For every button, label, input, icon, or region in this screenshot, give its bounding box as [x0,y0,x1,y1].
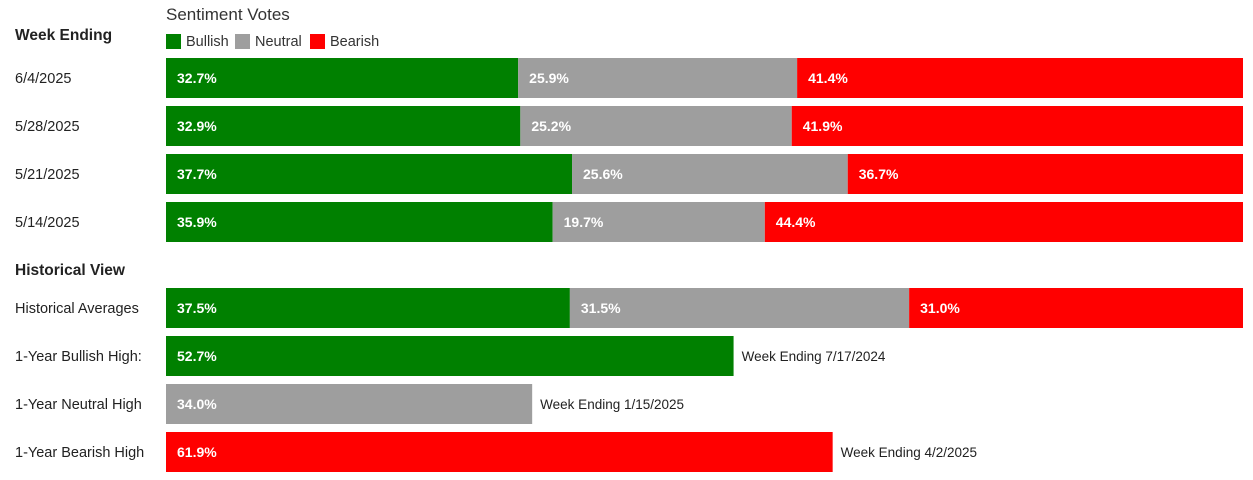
high-row-neutral-label: 1-Year Neutral High [15,397,142,413]
week-row-2-value-bearish: 36.7% [859,166,899,182]
historical-averages-value-neutral: 31.5% [581,300,621,316]
week-row-1-value-neutral: 25.2% [531,118,571,134]
high-row-neutral-note: Week Ending 1/15/2025 [540,397,684,412]
historical-averages-value-bearish: 31.0% [920,300,960,316]
historical-averages-bar-bullish [166,288,570,328]
week-row-3-label: 5/14/2025 [15,215,80,231]
week-row-3-value-bearish: 44.4% [776,214,816,230]
high-row-bullish-note: Week Ending 7/17/2024 [742,349,886,364]
legend-label-bearish: Bearish [330,34,379,50]
legend-label-neutral: Neutral [255,34,302,50]
high-row-bearish-note: Week Ending 4/2/2025 [841,445,977,460]
legend-title: Sentiment Votes [166,5,290,24]
historical-averages-bar-neutral [569,288,910,328]
legend-label-bullish: Bullish [186,34,229,50]
week-row-0-bar-bearish [797,58,1243,98]
historical-averages-label: Historical Averages [15,301,139,317]
bars-group: 6/4/2025 32.7% 25.9% 41.4% 5/28/2025 32.9% 25.… [15,58,1243,472]
high-row-bullish-value: 52.7% [177,348,217,364]
high-row-bearish-label: 1-Year Bearish High [15,445,144,461]
week-row-2-bar-bullish [166,154,573,194]
legend-swatch-neutral [235,34,250,49]
week-row-0-value-neutral: 25.9% [529,70,569,86]
high-row-neutral-value: 34.0% [177,396,217,412]
historical-averages-bar-bearish [909,288,1243,328]
high-row-bearish-bar [166,432,833,472]
week-row-1-value-bullish: 32.9% [177,118,217,134]
week-row-0-bar-bullish [166,58,519,98]
week-row-0-value-bullish: 32.7% [177,70,217,86]
high-row-neutral-bar [166,384,533,424]
high-row-bullish-label: 1-Year Bullish High: [15,349,142,365]
historical-view-heading: Historical View [15,262,126,279]
week-row-1-bar-bearish [791,106,1243,146]
week-row-0-value-bearish: 41.4% [808,70,848,86]
week-row-2-bar-bearish [847,154,1243,194]
week-row-0-bar-neutral [518,58,798,98]
week-row-1-bar-neutral [520,106,792,146]
legend-swatch-bearish [310,34,325,49]
week-row-3-bar-neutral [552,202,765,242]
week-row-2-value-bullish: 37.7% [177,166,217,182]
historical-averages-value-bullish: 37.5% [177,300,217,316]
week-row-1-bar-bullish [166,106,521,146]
week-row-2-value-neutral: 25.6% [583,166,623,182]
high-row-bullish-bar [166,336,734,376]
week-row-3-bar-bullish [166,202,553,242]
legend-swatch-bullish [166,34,181,49]
high-row-bearish-value: 61.9% [177,444,217,460]
week-row-2-label: 5/21/2025 [15,167,80,183]
week-row-2-bar-neutral [572,154,848,194]
legend: Sentiment Votes Bullish Neutral Bearish [166,5,379,50]
week-row-3-value-neutral: 19.7% [564,214,604,230]
week-row-3-value-bullish: 35.9% [177,214,217,230]
week-ending-heading: Week Ending [15,27,112,44]
week-row-1-value-bearish: 41.9% [803,118,843,134]
week-row-0-label: 6/4/2025 [15,71,71,87]
week-row-1-label: 5/28/2025 [15,119,80,135]
week-row-3-bar-bearish [764,202,1243,242]
